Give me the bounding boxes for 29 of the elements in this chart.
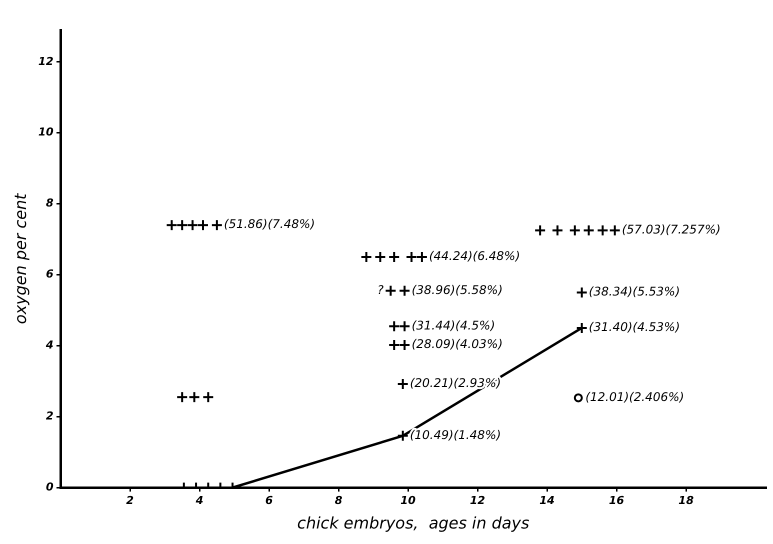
x-tick-label: 6 <box>265 494 274 508</box>
x-tick-label: 18 <box>678 494 694 508</box>
y-tick-label: 2 <box>46 410 54 423</box>
y-tick-label: 6 <box>46 268 54 281</box>
annotation: (57.03)(7.257%) <box>622 222 721 237</box>
x-tick-label: 10 <box>400 494 416 508</box>
x-tick-label: 16 <box>608 494 625 508</box>
annotation: ? <box>377 282 384 297</box>
annotation: (12.01)(2.406%) <box>585 390 684 404</box>
x-tick-label: 8 <box>334 494 343 508</box>
x-tick-label: 4 <box>194 494 204 508</box>
annotation: (28.09)(4.03%) <box>412 337 503 352</box>
y-axis-title: oxygen per cent <box>10 192 30 324</box>
y-tick-label: 10 <box>38 126 54 139</box>
annotation: (51.86)(7.48%) <box>224 217 316 232</box>
annotation: (10.49)(1.48%) <box>410 428 502 442</box>
x-tick-label: 14 <box>539 494 555 508</box>
x-tick-label: 2 <box>126 494 134 508</box>
annotation: (31.40)(4.53%) <box>588 320 680 334</box>
y-tick-label: 4 <box>44 338 54 352</box>
annotation: (38.34)(5.53%) <box>588 284 680 299</box>
x-tick-label: 12 <box>470 494 486 508</box>
y-tick-label: 0 <box>46 480 54 494</box>
annotation: (31.44)(4.5%) <box>412 318 496 332</box>
annotation: (44.24)(6.48%) <box>428 249 520 264</box>
y-tick-label: 12 <box>38 54 54 68</box>
y-tick-label: 8 <box>46 196 54 210</box>
annotation: (38.96)(5.58%) <box>412 282 503 297</box>
x-axis-title: chick embryos, ages in days <box>297 514 530 533</box>
